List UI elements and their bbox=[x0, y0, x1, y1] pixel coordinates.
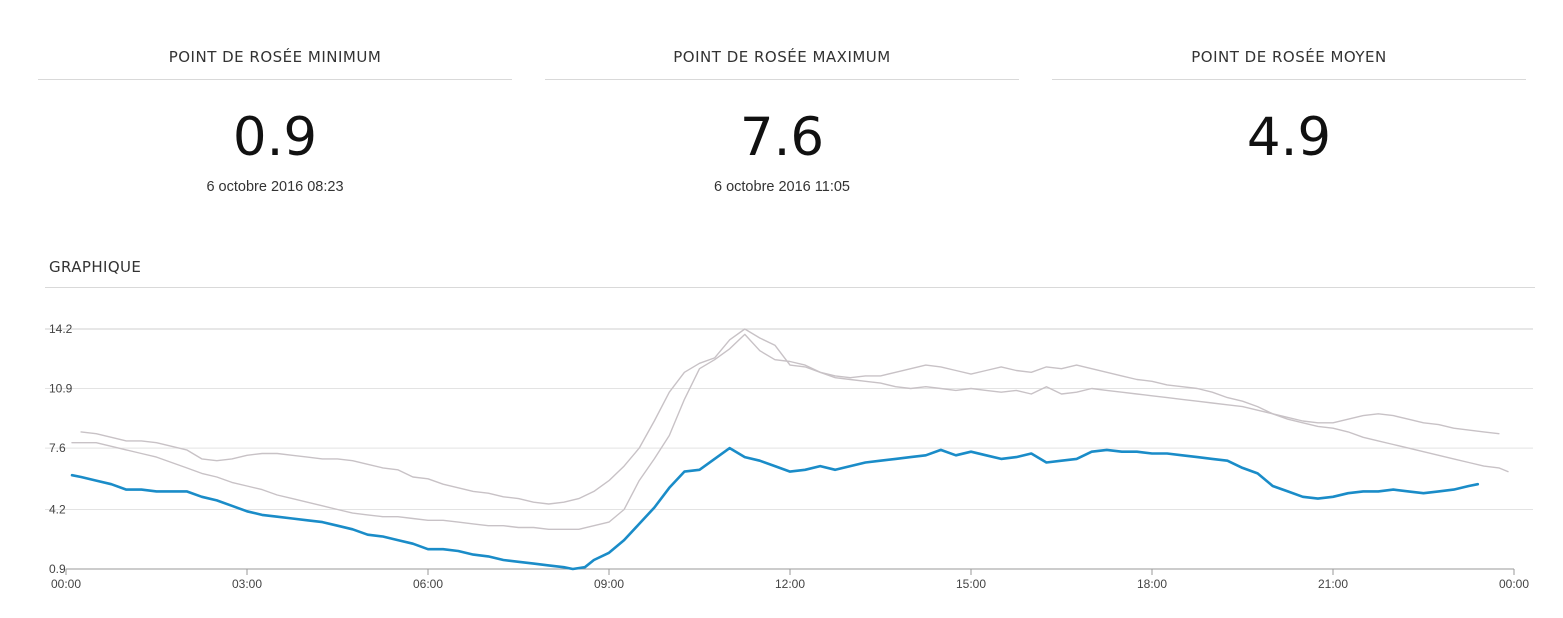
series-line-reference-1 bbox=[80, 328, 1500, 505]
y-tick-label: 14.2 bbox=[49, 322, 73, 336]
graph-section-title: GRAPHIQUE bbox=[49, 258, 142, 276]
stat-maximum-date: 6 octobre 2016 11:05 bbox=[714, 179, 850, 195]
chart-series bbox=[70, 328, 1509, 571]
stat-average-value: 4.9 bbox=[1246, 107, 1332, 168]
chart-gridlines bbox=[45, 328, 1533, 510]
stat-maximum-title: POINT DE ROSÉE MAXIMUM bbox=[673, 48, 891, 66]
y-tick-label: 10.9 bbox=[49, 382, 73, 396]
y-tick-label: 0.9 bbox=[49, 562, 66, 576]
x-tick-label: 03:00 bbox=[232, 577, 262, 591]
stat-minimum-value: 0.9 bbox=[232, 107, 318, 168]
x-tick-label: 12:00 bbox=[775, 577, 805, 591]
x-tick-label: 09:00 bbox=[594, 577, 624, 591]
y-tick-label: 7.6 bbox=[49, 441, 66, 455]
x-tick-label: 06:00 bbox=[413, 577, 443, 591]
x-tick-label: 00:00 bbox=[51, 577, 81, 591]
stat-average-divider bbox=[1052, 79, 1526, 80]
chart-axes: 0.9 4.2 7.6 10.9 14.2 00:00 03:00 06:00 09:00 12:… bbox=[49, 322, 1529, 591]
stat-maximum-divider bbox=[545, 79, 1019, 80]
stat-minimum-divider bbox=[38, 79, 512, 80]
x-tick-label: 00:00 bbox=[1499, 577, 1529, 591]
y-tick-label: 4.2 bbox=[49, 502, 66, 516]
series-line-dew-point bbox=[70, 446, 1480, 571]
x-tick-label: 18:00 bbox=[1137, 577, 1167, 591]
stat-minimum-title: POINT DE ROSÉE MINIMUM bbox=[168, 48, 382, 66]
x-tick-label: 21:00 bbox=[1318, 577, 1348, 591]
graph-section-divider bbox=[45, 287, 1535, 288]
x-tick-label: 15:00 bbox=[956, 577, 986, 591]
series-line-reference-2 bbox=[71, 333, 1509, 530]
stat-average-title: POINT DE ROSÉE MOYEN bbox=[1191, 48, 1387, 66]
stat-maximum-value: 7.6 bbox=[739, 107, 825, 168]
stat-minimum-date: 6 octobre 2016 08:23 bbox=[206, 179, 344, 195]
